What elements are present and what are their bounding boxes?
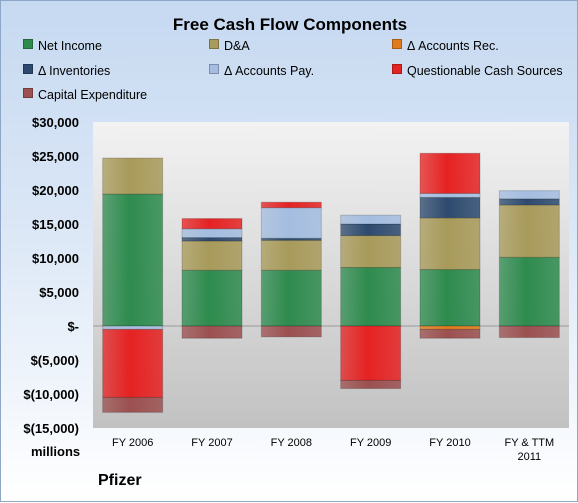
chart-title: Free Cash Flow Components [172, 15, 408, 34]
bar-segment [181, 240, 243, 271]
y-tick-label: $- [67, 319, 79, 334]
legend-swatch [209, 64, 219, 74]
y-tick-label: $(15,000) [23, 421, 79, 436]
bar-segment [498, 198, 560, 206]
company-label: Pfizer [98, 472, 142, 489]
legend-swatch [209, 39, 219, 49]
bar-segment [498, 204, 560, 258]
legend-swatch [23, 64, 33, 74]
legend-item-inventories: Δ Inventories [23, 64, 110, 78]
y-tick-label: $(5,000) [31, 353, 79, 368]
legend-item-accounts-pay: Δ Accounts Pay. [209, 64, 314, 78]
bar-segment [419, 192, 481, 198]
legend-item-da: D&A [209, 39, 250, 53]
plot-area [93, 122, 569, 428]
bar-segment [419, 325, 481, 330]
bar-segment [260, 207, 322, 239]
bar-segment [419, 269, 481, 327]
x-tick-label: FY 2010 [429, 437, 470, 449]
legend-label: Capital Expenditure [38, 88, 148, 102]
bar-segment [181, 228, 243, 239]
bar-segment [498, 256, 560, 327]
bar-segment [419, 217, 481, 271]
y-tick-label: $5,000 [39, 285, 79, 300]
legend-swatch [23, 39, 33, 49]
bar-segment [102, 328, 164, 398]
legend-item-questionable-cash: Questionable Cash Sources [392, 64, 563, 78]
bar-segment [181, 269, 243, 327]
legend-label: Net Income [38, 39, 102, 53]
legend-label: Δ Accounts Pay. [224, 64, 315, 78]
bar-segment [340, 235, 402, 269]
bar-segment [340, 267, 402, 327]
x-tick-label: FY & TTM 2011 [504, 437, 554, 463]
bar-segment [181, 237, 243, 242]
y-tick-label: $10,000 [32, 251, 79, 266]
bar-segment [340, 214, 402, 225]
legend-item-capex: Capital Expenditure [23, 88, 147, 102]
bar-segment [419, 328, 481, 339]
y-tick-label: $20,000 [32, 183, 79, 198]
bar-segment [498, 190, 560, 200]
units-label: millions [31, 444, 81, 459]
legend-label: D&A [224, 39, 250, 53]
bar-segment [340, 325, 402, 381]
bar-segment [498, 325, 560, 339]
legend-item-accounts-rec: Δ Accounts Rec. [392, 39, 499, 53]
bar-segment [102, 193, 164, 327]
legend-swatch [392, 64, 402, 74]
bar-segment [419, 152, 481, 194]
bar-segment [260, 325, 322, 338]
x-tick-label: FY 2007 [191, 437, 232, 449]
legend-item-net-income: Net Income [23, 39, 102, 53]
bar-segment [340, 379, 402, 390]
bar-segment [102, 157, 164, 195]
y-tick-label: $(10,000) [23, 387, 79, 402]
bar-segment [260, 269, 322, 327]
x-tick-label: FY 2006 [112, 437, 153, 449]
bar-segment [181, 218, 243, 230]
bar-segment [419, 196, 481, 219]
y-tick-label: $25,000 [32, 149, 79, 164]
y-tick-label: $15,000 [32, 217, 79, 232]
bar-segment [181, 325, 243, 339]
bar-segment [102, 325, 164, 330]
legend-label: Δ Inventories [38, 64, 111, 78]
legend-label: Questionable Cash Sources [407, 64, 563, 78]
legend-label: Δ Accounts Rec. [407, 39, 499, 53]
x-tick-label: FY 2009 [350, 437, 391, 449]
legend-swatch [392, 39, 402, 49]
bar-segment [340, 223, 402, 237]
legend-swatch [23, 88, 33, 98]
x-tick-label: FY 2008 [271, 437, 312, 449]
bar-segment [260, 239, 322, 271]
y-tick-label: $30,000 [32, 115, 79, 130]
bar-segment [102, 396, 164, 413]
bar-segment [260, 201, 322, 209]
